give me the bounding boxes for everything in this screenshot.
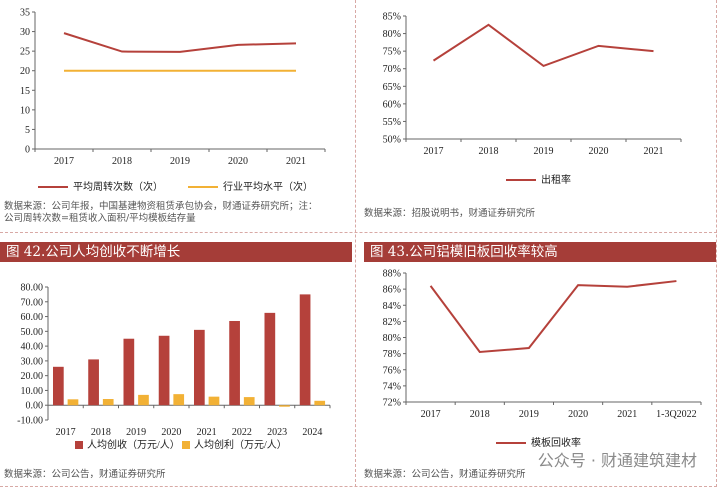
x-tick-label: 2020 (228, 156, 248, 167)
x-tick-label: 2017 (424, 146, 444, 157)
y-tick-label: 40.00 (21, 342, 44, 353)
bar (229, 320, 240, 406)
bar (88, 359, 99, 406)
y-tick-label: 70.00 (21, 297, 44, 308)
y-tick-label: 76% (383, 365, 401, 376)
y-tick-label: 15 (20, 86, 30, 97)
y-tick-label: 60.00 (21, 312, 44, 323)
x-tick-label: 2018 (479, 146, 499, 157)
bar (52, 366, 64, 406)
y-tick-label: 0 (25, 145, 30, 156)
source-note-recovery-rate: 数据来源：公司公告，财通证券研究所 (364, 469, 526, 480)
y-tick-label: 50% (383, 135, 401, 146)
formwork-recovery-line-chart: 72% 74% 76% 78% 80% 82% 84% 86% 88% 2017 2018 2019 2… (383, 269, 702, 449)
watermark: 公众号 · 财通建筑建材 (537, 451, 697, 470)
figure-42-title: 图 42.公司人均创收不断增长 (0, 242, 352, 262)
source-note-turnover: 数据来源：公司年报，中国基建物资租赁承包协会，财通证券研究所；注： 公司周转次数… (4, 201, 318, 224)
x-tick-label: 2019 (126, 427, 146, 438)
series-line (432, 23, 654, 68)
y-tick-label: 30.00 (21, 356, 44, 367)
legend-label: 人均创收（万元/人） (87, 438, 180, 451)
x-tick-label: 2020 (589, 146, 609, 157)
x-tick-label: 2019 (170, 156, 190, 167)
y-tick-label: 75% (383, 47, 401, 58)
x-tick-label: 1-3Q2022 (656, 409, 697, 420)
x-tick-label: 2021 (617, 409, 637, 420)
y-tick-label: 10.00 (21, 386, 44, 397)
bar (158, 335, 170, 406)
x-tick-label: 2019 (534, 146, 554, 157)
revenue-per-capita-bar-chart: -10.00 0.00 10.00 20.00 30.00 40.00 50.00 60.00… (17, 283, 331, 451)
y-tick-label: 35 (20, 8, 30, 19)
x-tick-label: 2021 (644, 146, 664, 157)
y-tick-label: 86% (383, 285, 401, 296)
y-tick-label: 25 (20, 47, 30, 58)
y-tick-label: 30 (20, 27, 30, 38)
legend-label: 人均创利（万元/人） (194, 438, 287, 451)
y-tick-label: 74% (383, 381, 401, 392)
y-tick-label: 85% (383, 12, 401, 23)
bar (173, 394, 185, 406)
x-tick-label: 2017 (54, 156, 74, 167)
bar (243, 397, 255, 406)
x-tick-label: 2017 (56, 427, 76, 438)
y-tick-label: 60% (383, 99, 401, 110)
bar (314, 400, 326, 406)
y-tick-label: 84% (383, 301, 401, 312)
y-tick-label: 20.00 (21, 371, 44, 382)
bar (123, 338, 135, 406)
x-tick-label: 2021 (197, 427, 217, 438)
legend-swatch (75, 441, 83, 449)
series-line (63, 32, 297, 53)
y-tick-label: 80% (383, 333, 401, 344)
x-tick-label: 2019 (519, 409, 539, 420)
bar (138, 394, 149, 406)
y-tick-label: 82% (383, 317, 401, 328)
x-tick-label: 2018 (112, 156, 132, 167)
turnover-line-chart: 0 5 10 15 20 25 30 35 2017 2018 2019 2020 2021 平均周转次数… (20, 8, 326, 193)
legend-label: 平均周转次数（次） (73, 180, 163, 193)
x-tick-label: 2021 (286, 156, 306, 167)
x-tick-label: 2018 (91, 427, 111, 438)
y-tick-label: 72% (383, 398, 401, 409)
x-tick-label: 2018 (470, 409, 490, 420)
y-tick-label: 0.00 (26, 401, 44, 412)
y-tick-label: 50.00 (21, 327, 44, 338)
y-tick-label: 70% (383, 64, 401, 75)
figure-43-title: 图 43.公司铝模旧板回收率较高 (364, 242, 716, 262)
x-tick-label: 2024 (302, 427, 322, 438)
legend-swatch (182, 441, 190, 449)
y-tick-label: 55% (383, 117, 401, 128)
legend-label: 行业平均水平（次） (223, 180, 313, 193)
x-tick-label: 2022 (232, 427, 252, 438)
y-tick-label: 5 (25, 125, 30, 136)
y-tick-label: 65% (383, 82, 401, 93)
bar (279, 405, 290, 407)
y-tick-label: 10 (20, 105, 30, 116)
bar (193, 329, 205, 406)
bar (102, 399, 114, 406)
bar (299, 294, 311, 406)
y-tick-label: 88% (383, 269, 401, 280)
x-tick-label: 2020 (568, 409, 588, 420)
series-line (429, 280, 677, 354)
source-note-rental-rate: 数据来源：招股说明书，财通证券研究所 (364, 208, 536, 219)
source-note-revenue-per-capita: 数据来源：公司公告，财通证券研究所 (4, 469, 166, 480)
y-tick-label: 78% (383, 349, 401, 360)
x-tick-label: 2023 (267, 427, 287, 438)
bar (67, 399, 79, 406)
bar (264, 312, 276, 406)
legend-label: 模板回收率 (531, 436, 581, 449)
rental-rate-line-chart: 50% 55% 60% 65% 70% 75% 80% 85% 2017 2018 2019 2020… (383, 12, 682, 186)
top-section-divider (0, 232, 717, 233)
y-tick-label: 80.00 (21, 283, 44, 294)
y-tick-label: -10.00 (17, 416, 43, 427)
x-tick-label: 2020 (161, 427, 181, 438)
legend-label: 出租率 (541, 173, 571, 186)
y-tick-label: 80% (383, 29, 401, 40)
y-tick-label: 20 (20, 66, 30, 77)
panel-divider-vertical (355, 0, 356, 487)
bar (208, 396, 220, 406)
x-tick-label: 2017 (421, 409, 441, 420)
